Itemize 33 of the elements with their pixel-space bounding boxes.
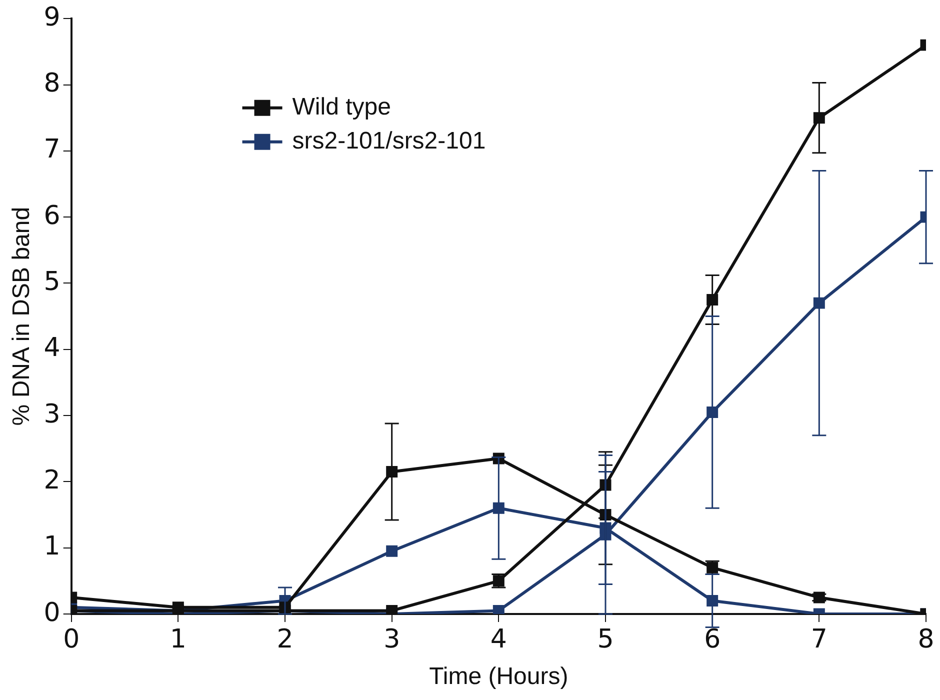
x-tick-label: 7 xyxy=(810,624,828,654)
legend-label: srs2-101/srs2-101 xyxy=(292,128,486,155)
point xyxy=(706,406,718,418)
legend-label: Wild type xyxy=(292,94,391,121)
y-tick-label: 7 xyxy=(44,134,60,165)
point xyxy=(492,604,504,614)
x-tick-label: 4 xyxy=(490,624,507,654)
point xyxy=(492,502,504,514)
point xyxy=(706,595,718,607)
x-axis-title: Time (Hours) xyxy=(429,663,568,690)
y-tick-label: 4 xyxy=(44,333,60,364)
point xyxy=(813,297,825,309)
point xyxy=(706,294,718,306)
y-tick-label: 3 xyxy=(44,399,60,430)
y-tick-label: 9 xyxy=(44,2,60,32)
y-tick-label: 8 xyxy=(44,68,60,99)
point xyxy=(386,604,398,614)
x-tick-label: 0 xyxy=(63,624,80,654)
x-tick-label: 3 xyxy=(384,624,400,654)
y-tick-label: 5 xyxy=(44,266,60,297)
x-tick-label: 8 xyxy=(918,624,934,654)
y-axis-title: % DNA in DSB band xyxy=(8,206,36,426)
point xyxy=(813,112,825,124)
y-tick-label: 0 xyxy=(44,598,60,628)
x-tick-label: 6 xyxy=(704,624,721,654)
x-tick-label: 1 xyxy=(170,624,186,654)
y-tick-label: 2 xyxy=(44,465,60,496)
point xyxy=(386,466,398,478)
point xyxy=(386,545,398,557)
x-tick-label: 2 xyxy=(276,624,294,654)
x-tick-label: 5 xyxy=(597,624,614,654)
y-tick-label: 6 xyxy=(44,200,60,231)
y-tick-label: 1 xyxy=(44,532,60,562)
